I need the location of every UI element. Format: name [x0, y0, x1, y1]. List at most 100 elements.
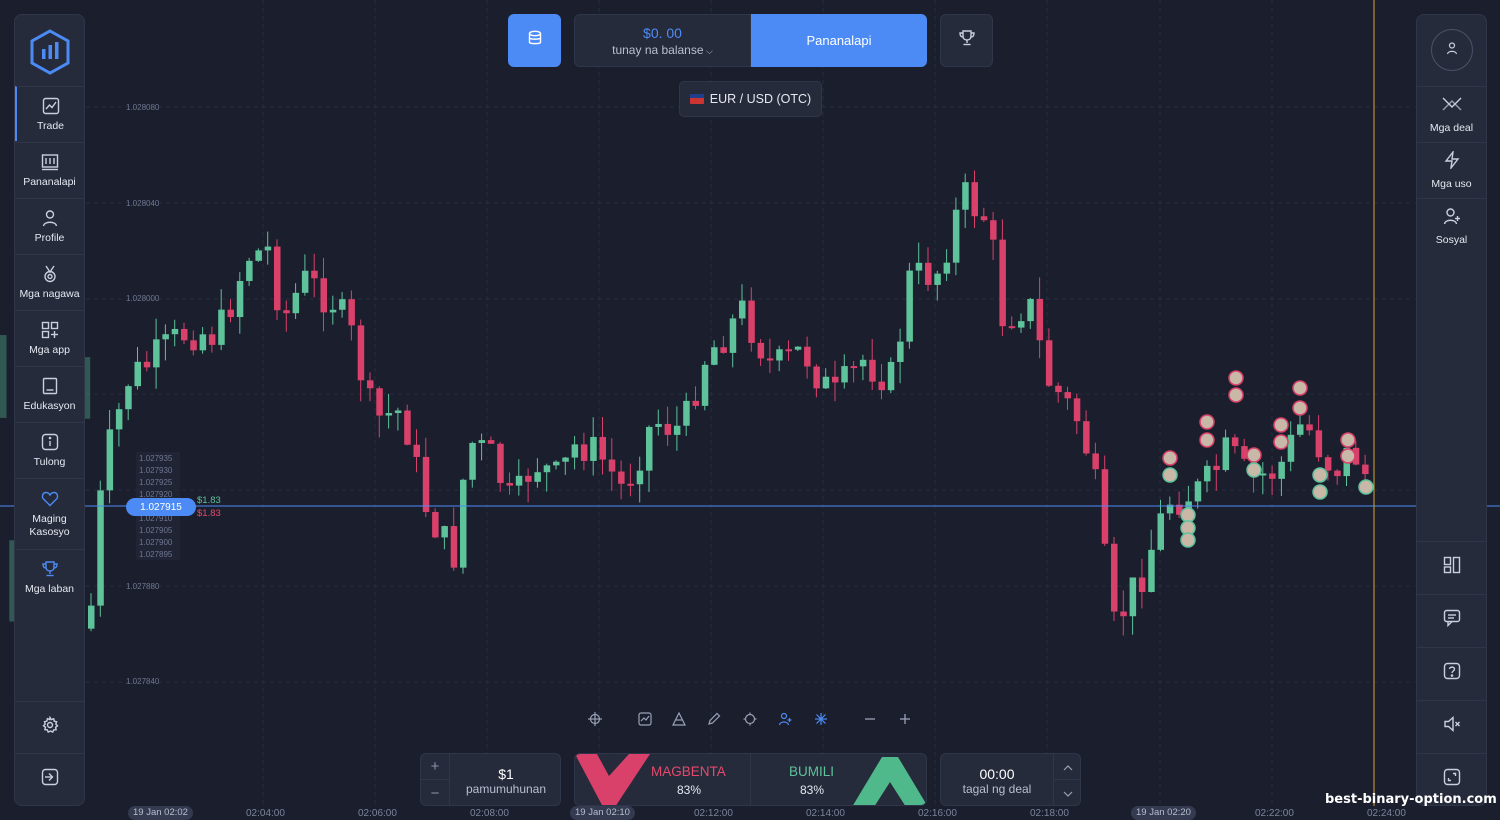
- chat-button[interactable]: [1417, 594, 1486, 646]
- sidebar-item-partner[interactable]: Maging Kasosyo: [15, 478, 84, 548]
- sidebar-item-trade[interactable]: Trade: [15, 86, 84, 141]
- duration-input[interactable]: 00:00: [979, 766, 1015, 782]
- candle: [357, 325, 365, 381]
- balance-label: tunay na balanse: [612, 42, 704, 57]
- logo-icon[interactable]: [29, 29, 71, 75]
- sidebar-item-education[interactable]: Edukasyon: [15, 366, 84, 421]
- candle: [1166, 504, 1174, 514]
- balance-amount: $0. 00: [643, 24, 682, 41]
- trader-avatar: [1273, 434, 1289, 450]
- wallet-button[interactable]: [508, 14, 561, 67]
- minus-icon: −: [430, 784, 440, 802]
- up-arrow-icon: [853, 757, 926, 805]
- fullscreen-button[interactable]: [1417, 753, 1486, 805]
- social-traders-tool[interactable]: [775, 711, 795, 731]
- candle: [841, 366, 848, 383]
- depth-label: 1.027925: [139, 478, 173, 487]
- zoom-out-button[interactable]: [860, 711, 880, 731]
- candle: [450, 526, 458, 568]
- avatar[interactable]: [1431, 29, 1473, 71]
- candle: [869, 359, 876, 382]
- candle: [1092, 453, 1099, 470]
- candle: [115, 409, 123, 430]
- down-arrow-icon: [575, 754, 650, 805]
- sidebar-item-label: Mga laban: [24, 582, 75, 595]
- fullscreen-icon: [1443, 768, 1461, 791]
- sidebar-item-apps[interactable]: Mga app: [15, 310, 84, 365]
- sell-payout: 83%: [677, 783, 702, 797]
- sentiment-tool[interactable]: [811, 711, 831, 731]
- sidebar-item-achievements[interactable]: Mga nagawa: [15, 254, 84, 309]
- candle: [1204, 465, 1211, 482]
- invest-increase-button[interactable]: +: [421, 754, 450, 780]
- chart-type-tool[interactable]: [635, 711, 655, 731]
- asset-selector[interactable]: EUR / USD (OTC): [679, 81, 822, 117]
- investment-input[interactable]: $1: [498, 766, 514, 782]
- buy-payout: 83%: [800, 783, 825, 797]
- sidebar-item-profile[interactable]: Profile: [15, 198, 84, 253]
- depth-label: 1.027895: [139, 550, 173, 559]
- candle: [1231, 437, 1239, 447]
- sidebar-item-trends[interactable]: Mga uso: [1417, 142, 1486, 197]
- sidebar-item-label: Pananalapi: [23, 175, 76, 188]
- sell-button[interactable]: MAGBENTA 83%: [575, 754, 751, 805]
- pencil-tool[interactable]: [704, 711, 724, 731]
- user-plus-icon: [778, 712, 792, 731]
- trophy-icon: [40, 559, 60, 579]
- candle: [1324, 457, 1332, 471]
- invest-decrease-button[interactable]: −: [421, 780, 450, 806]
- candle: [1138, 577, 1146, 592]
- sidebar-item-social[interactable]: Sosyal: [1417, 198, 1486, 253]
- candle: [162, 334, 169, 340]
- candle: [934, 273, 941, 285]
- candle: [97, 490, 104, 606]
- trader-avatar: [1246, 447, 1262, 463]
- trader-avatar: [1340, 448, 1356, 464]
- candle: [236, 280, 244, 318]
- zoom-in-button[interactable]: [895, 711, 915, 731]
- duration-up-button[interactable]: [1053, 754, 1081, 780]
- trader-avatar: [1199, 432, 1215, 448]
- candle: [832, 376, 839, 383]
- buy-button[interactable]: BUMILI 83%: [752, 754, 926, 805]
- candle: [487, 440, 495, 444]
- candle: [0, 335, 7, 418]
- target-tool[interactable]: [740, 711, 760, 731]
- price-label: 1.027880: [126, 582, 160, 591]
- candle: [739, 300, 746, 319]
- candle: [850, 366, 858, 369]
- indicators-tool[interactable]: [669, 711, 689, 731]
- sidebar-item-help[interactable]: Tulong: [15, 422, 84, 477]
- crosshair-tool[interactable]: [585, 711, 605, 731]
- balance-selector[interactable]: $0. 00 tunay na balanse ⌵: [574, 14, 751, 67]
- candle: [143, 361, 151, 368]
- duration-down-button[interactable]: [1053, 780, 1081, 806]
- sidebar-item-finance[interactable]: Pananalapi: [15, 142, 84, 197]
- chart-line-icon: [41, 96, 61, 116]
- mute-icon: [1443, 715, 1461, 738]
- logout-icon: [41, 768, 59, 791]
- tournaments-button[interactable]: [940, 14, 993, 67]
- settings-button[interactable]: [15, 701, 84, 753]
- candle: [329, 309, 337, 313]
- candle: [701, 364, 709, 406]
- candle: [999, 239, 1006, 327]
- depth-label: 1.027900: [139, 538, 173, 547]
- gear-icon: [41, 715, 59, 739]
- candle: [1259, 473, 1267, 476]
- candle: [190, 340, 197, 351]
- layout-button[interactable]: [1417, 541, 1486, 593]
- deposit-button[interactable]: Pananalapi: [751, 14, 927, 67]
- sidebar-item-battles[interactable]: Mga laban: [15, 549, 84, 604]
- candle: [422, 456, 430, 513]
- candle: [348, 299, 355, 326]
- candle: [757, 342, 765, 359]
- sidebar-item-deals[interactable]: Mga deal: [1417, 86, 1486, 141]
- trader-avatar: [1312, 467, 1328, 483]
- logout-button[interactable]: [15, 753, 84, 805]
- candle: [497, 443, 504, 483]
- candle: [1064, 392, 1071, 399]
- support-button[interactable]: [1417, 647, 1486, 699]
- sound-toggle[interactable]: [1417, 700, 1486, 752]
